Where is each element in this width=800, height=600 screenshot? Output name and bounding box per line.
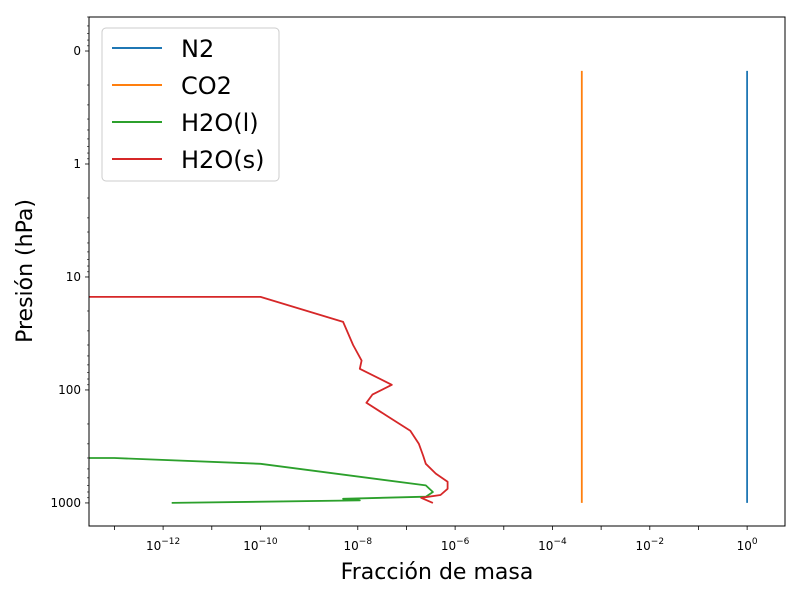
legend-box <box>101 27 280 182</box>
series-layer <box>89 70 748 504</box>
x-tick-label: 10−8 <box>344 537 373 553</box>
series-line-h2o-l <box>89 457 434 504</box>
y-tick-label: 0 <box>73 44 81 58</box>
y-tick-label: 10 <box>66 270 81 284</box>
x-axis-label: Fracción de masa <box>341 560 534 585</box>
x-tick-label: 10−4 <box>538 537 567 553</box>
legend-label: CO2 <box>181 72 232 100</box>
x-axis: 10−12 10−10 10−8 10−6 10−4 10−2 100 <box>114 526 758 553</box>
legend: N2 CO2 H2O(l) H2O(s) <box>101 27 280 182</box>
y-axis-label: Presión (hPa) <box>13 199 38 343</box>
legend-label: H2O(l) <box>181 109 259 137</box>
axes-frame <box>88 16 786 527</box>
x-tick-label: 10−10 <box>243 537 278 553</box>
x-tick-label: 10−12 <box>146 537 180 553</box>
x-tick-label: 10−6 <box>441 537 470 553</box>
y-tick-label: 1 <box>73 157 81 171</box>
y-tick-label: 100 <box>58 383 81 397</box>
legend-label: N2 <box>181 35 214 63</box>
legend-label: H2O(s) <box>181 146 264 174</box>
y-axis: 0 1 10 100 1000 <box>50 16 89 510</box>
y-tick-label: 1000 <box>50 496 81 510</box>
x-tick-label: 10−2 <box>636 537 665 553</box>
series-line-h2o-s <box>89 295 449 504</box>
x-tick-label: 100 <box>737 537 758 553</box>
